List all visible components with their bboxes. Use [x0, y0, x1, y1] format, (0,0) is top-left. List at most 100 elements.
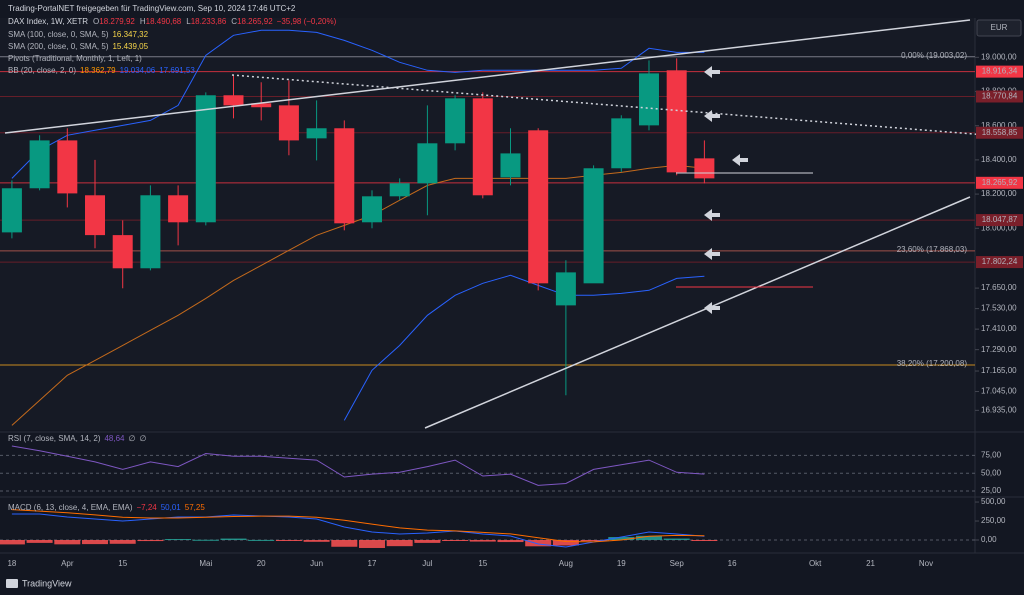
- trend-line: [424, 196, 971, 429]
- symbol: DAX Index, 1W, XETR: [8, 17, 88, 26]
- pane-title: MACD (6, 13, close, 4, EMA, EMA): [8, 503, 133, 512]
- y-tick-label: 25,00: [981, 486, 1002, 495]
- fib-label: 0,00% (19.003,02): [901, 51, 967, 60]
- price-tag: [976, 176, 1023, 189]
- macd-histogram: [635, 535, 662, 541]
- candle-body: [251, 103, 272, 108]
- indicator-name: SMA (100, close, 0, SMA, 5): [8, 30, 109, 39]
- price-tag-label: 18.916,34: [982, 67, 1018, 76]
- price-tag: [976, 126, 1023, 139]
- macd-histogram: [137, 540, 164, 542]
- macd-histogram: [442, 540, 469, 542]
- macd-line: [11, 509, 705, 543]
- arrow: [704, 66, 720, 78]
- legend-indicator: Pivots (Traditional, Monthly, 1, Left, 1…: [8, 54, 142, 63]
- candle-body: [528, 130, 549, 284]
- price-pane: [0, 18, 975, 430]
- ohlc: 18.233,86: [191, 17, 227, 26]
- source: Trading-PortalNET freigegeben für Tradin…: [8, 4, 296, 13]
- macd-histogram: [82, 540, 109, 545]
- x-tick-label: 21: [866, 559, 875, 568]
- macd-histogram: [26, 540, 53, 543]
- macd-histogram: [220, 538, 247, 541]
- candle-body: [500, 153, 521, 178]
- candle-body: [694, 158, 715, 179]
- candle-body: [195, 95, 216, 223]
- indicator-name: SMA (200, close, 0, SMA, 5): [8, 42, 109, 51]
- macd-histogram: [358, 540, 385, 548]
- indicator-value: 19.034,06: [120, 66, 156, 75]
- y-tick-label: 19.000,00: [981, 52, 1017, 61]
- macd-histogram: [248, 539, 275, 541]
- y-tick-label: 17.165,00: [981, 366, 1017, 375]
- candle-body: [583, 168, 604, 284]
- candle-body: [611, 118, 632, 169]
- candle-body: [666, 70, 687, 173]
- candle-body: [112, 235, 133, 269]
- macd-histogram: [552, 540, 579, 546]
- y-tick-label: 18.400,00: [981, 155, 1017, 164]
- indicator-name: BB (20, close, 2, 0): [8, 66, 76, 75]
- y-tick-label: 17.290,00: [981, 345, 1017, 354]
- pane-value: ∅: [139, 434, 146, 443]
- y-tick-label: 18.600,00: [981, 121, 1017, 130]
- x-tick-label: Mai: [199, 559, 212, 568]
- indicator-value: 18.362,79: [80, 66, 116, 75]
- x-tick-label: 15: [118, 559, 127, 568]
- macd-histogram: [469, 540, 496, 542]
- x-tick-label: Aug: [559, 559, 573, 568]
- candle-body: [472, 98, 493, 196]
- x-tick-label: 18: [7, 559, 16, 568]
- legend-indicator: SMA (100, close, 0, SMA, 5) 16.347,32: [8, 30, 149, 39]
- pane-value: 57,25: [185, 503, 206, 512]
- y-tick-label: 18.200,00: [981, 189, 1017, 198]
- macd-histogram: [192, 539, 219, 541]
- price-tag: [976, 256, 1023, 269]
- candle-body: [1, 188, 22, 233]
- fib-label: 38,20% (17.200,08): [897, 359, 968, 368]
- candle-body: [334, 128, 355, 224]
- overlay: DAX Index, 1W, XETR O18.279,92 H18.490,68 L…: [8, 17, 1023, 269]
- ohlc: O: [93, 17, 99, 26]
- bb-lower: [343, 274, 705, 421]
- candle-body: [57, 140, 78, 194]
- pane-value: 48,64: [104, 434, 125, 443]
- candle-body: [140, 195, 161, 269]
- arrow: [704, 248, 720, 260]
- price-tag: [976, 65, 1023, 78]
- fib-label: 23,60% (17.868,03): [897, 245, 968, 254]
- price-tag-label: 18.770,84: [982, 92, 1018, 101]
- indicator-name: Pivots (Traditional, Monthly, 1, Left, 1…: [8, 54, 142, 63]
- x-tick-label: 19: [617, 559, 626, 568]
- y-tick-label: 250,00: [981, 516, 1006, 525]
- y-tick-label: 17.410,00: [981, 324, 1017, 333]
- arrow: [704, 110, 720, 122]
- candle-body: [361, 196, 382, 223]
- candle-body: [638, 73, 659, 126]
- price-tag-label: 17.802,24: [982, 257, 1018, 266]
- candle-body: [306, 128, 327, 139]
- x-tick-label: Okt: [809, 559, 822, 568]
- x-tick-label: Apr: [61, 559, 74, 568]
- legend-indicator: BB (20, close, 2, 0) 18.362,79 19.034,06 17…: [8, 66, 195, 75]
- ohlc: 18.265,92: [237, 17, 273, 26]
- x-tick-label: Jun: [310, 559, 323, 568]
- macd-histogram: [0, 540, 25, 545]
- macd-histogram: [580, 540, 607, 542]
- x-tick-label: 15: [478, 559, 487, 568]
- bb-upper: [11, 29, 705, 179]
- macd-histogram: [663, 538, 690, 541]
- x-tick-label: Sep: [670, 559, 685, 568]
- ohlc: C: [231, 17, 237, 26]
- pane-value: −7,24: [136, 503, 157, 512]
- price-tag-label: 18.047,87: [982, 215, 1018, 224]
- arrow: [732, 154, 748, 166]
- arrow: [704, 209, 720, 221]
- y-tick-label: 0,00: [981, 535, 997, 544]
- candle-body: [389, 183, 410, 197]
- y-tick-label: 17.650,00: [981, 283, 1017, 292]
- pane-title: RSI (7, close, SMA, 14, 2): [8, 434, 101, 443]
- macd-histogram: [54, 540, 81, 545]
- candle-body: [168, 195, 189, 223]
